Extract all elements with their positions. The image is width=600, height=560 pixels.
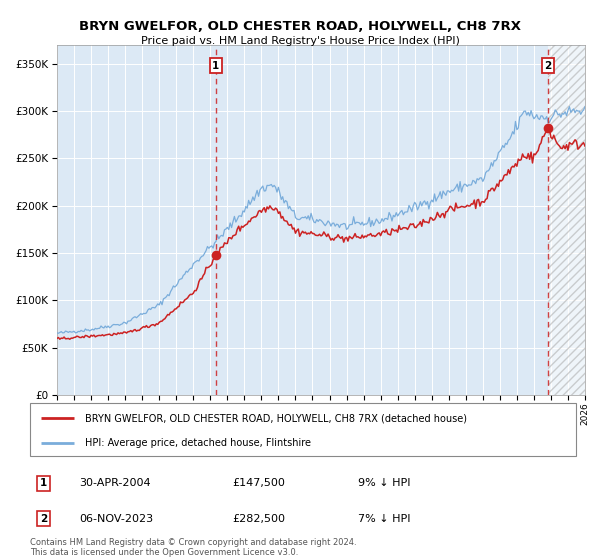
Text: BRYN GWELFOR, OLD CHESTER ROAD, HOLYWELL, CH8 7RX (detached house): BRYN GWELFOR, OLD CHESTER ROAD, HOLYWELL…: [85, 413, 467, 423]
Text: £147,500: £147,500: [232, 478, 285, 488]
Text: 06-NOV-2023: 06-NOV-2023: [79, 514, 153, 524]
Bar: [548, 16, 585, 395]
Text: 30-APR-2004: 30-APR-2004: [79, 478, 151, 488]
Text: HPI: Average price, detached house, Flintshire: HPI: Average price, detached house, Flin…: [85, 438, 311, 448]
Text: 2: 2: [40, 514, 47, 524]
Text: £282,500: £282,500: [232, 514, 285, 524]
Text: 2: 2: [544, 60, 551, 71]
Text: Price paid vs. HM Land Registry's House Price Index (HPI): Price paid vs. HM Land Registry's House …: [140, 36, 460, 46]
FancyBboxPatch shape: [30, 403, 576, 456]
Text: BRYN GWELFOR, OLD CHESTER ROAD, HOLYWELL, CH8 7RX: BRYN GWELFOR, OLD CHESTER ROAD, HOLYWELL…: [79, 20, 521, 32]
Text: 1: 1: [40, 478, 47, 488]
Text: 9% ↓ HPI: 9% ↓ HPI: [358, 478, 410, 488]
Text: Contains HM Land Registry data © Crown copyright and database right 2024.
This d: Contains HM Land Registry data © Crown c…: [30, 538, 356, 557]
Text: 1: 1: [212, 60, 220, 71]
Text: 7% ↓ HPI: 7% ↓ HPI: [358, 514, 410, 524]
